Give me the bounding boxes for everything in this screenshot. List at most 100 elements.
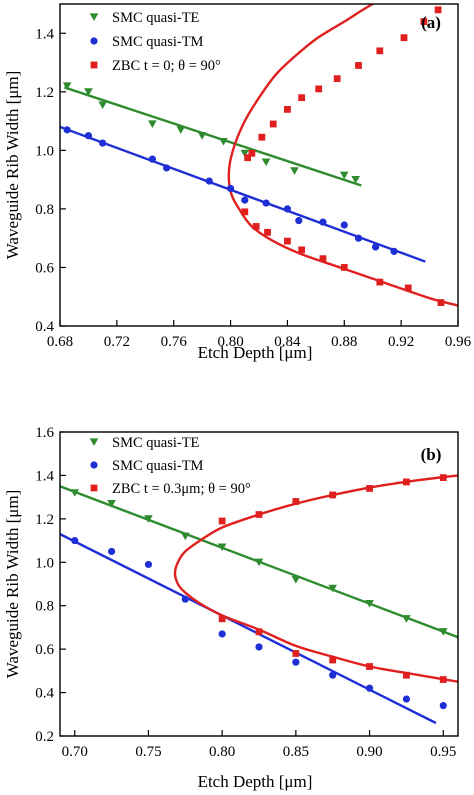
- legend-marker-circle: [90, 37, 98, 45]
- plot-frame: [59, 3, 459, 327]
- data-point-circle: [63, 126, 71, 134]
- x-tick-label: 0.76: [161, 334, 188, 350]
- y-tick-label: 0.6: [35, 642, 54, 658]
- data-point-circle: [218, 630, 226, 638]
- legend-marker-square: [90, 484, 98, 492]
- fit-line-circle: [60, 125, 426, 263]
- data-point-triangle-down: [98, 101, 107, 109]
- y-tick-label: 0.4: [35, 319, 54, 335]
- data-point-square: [366, 663, 373, 670]
- data-point-triangle-down: [84, 88, 93, 96]
- y-tick-label: 1.6: [35, 425, 54, 441]
- data-point-triangle-down: [339, 171, 349, 180]
- plot-area: [60, 4, 458, 307]
- data-point-square: [269, 120, 277, 128]
- data-point-circle: [262, 199, 270, 207]
- data-point-circle: [181, 595, 189, 603]
- data-point-square: [400, 34, 408, 42]
- data-point-triangle-down: [328, 584, 338, 593]
- legend: SMC quasi-TE SMC quasi-TM ZBC t = 0; θ = 9…: [89, 10, 221, 74]
- data-point-triangle-down: [107, 500, 116, 508]
- data-point-square: [366, 485, 373, 492]
- legend-label: SMC quasi-TM: [112, 34, 204, 50]
- data-point-square: [329, 491, 337, 499]
- legend-label: SMC quasi-TE: [112, 10, 200, 26]
- y-axis-title: Waveguide Rib Width [μm]: [3, 490, 22, 679]
- fit-line-square: [173, 474, 458, 683]
- data-point-triangle-down: [291, 576, 301, 584]
- y-tick-label: 0.6: [35, 260, 54, 276]
- data-point-circle: [148, 155, 156, 163]
- legend-marker-square: [90, 61, 98, 69]
- data-point-square: [292, 498, 300, 505]
- data-point-triangle-down: [62, 82, 72, 90]
- data-point-square: [284, 105, 291, 113]
- data-point-circle: [163, 164, 171, 172]
- data-point-triangle-down: [70, 489, 80, 497]
- x-axis-title: Etch Depth [μm]: [198, 343, 313, 362]
- panel-label: (a): [421, 13, 441, 32]
- data-point-square: [439, 676, 447, 683]
- y-tick-label: 1.4: [35, 26, 54, 42]
- data-point-square: [403, 478, 410, 486]
- data-point-square: [218, 517, 226, 525]
- data-point-circle: [365, 684, 374, 692]
- data-point-circle: [226, 184, 235, 193]
- data-point-square: [319, 255, 327, 263]
- data-point-circle: [402, 695, 411, 703]
- data-point-triangle-down: [240, 149, 250, 158]
- legend-label: SMC quasi-TE: [112, 435, 200, 451]
- data-point-square: [434, 6, 442, 14]
- y-tick-label: 1.0: [35, 555, 54, 571]
- data-point-square: [376, 278, 384, 286]
- data-point-circle: [390, 247, 398, 255]
- data-point-circle: [439, 702, 447, 710]
- x-tick-label: 0.95: [430, 744, 456, 760]
- data-point-triangle-down: [217, 543, 227, 552]
- data-point-circle: [71, 536, 79, 545]
- x-tick-label: 0.90: [356, 744, 382, 760]
- x-tick-label: 0.85: [283, 744, 309, 760]
- data-point-square: [355, 62, 362, 69]
- data-point-triangle-down: [144, 515, 153, 523]
- fit-line-square: [227, 4, 458, 307]
- data-point-circle: [283, 205, 292, 213]
- x-tick-label: 0.80: [217, 334, 243, 350]
- data-point-square: [218, 615, 226, 623]
- fit-line-circle: [60, 533, 437, 725]
- data-point-square: [255, 511, 263, 518]
- data-point-circle: [340, 221, 348, 229]
- data-point-square: [284, 237, 291, 245]
- chart-panel-a: 0.68 0.72 0.76 0.80 0.84 0.88 0.92 0.96 0.4 0.6 0.…: [3, 3, 472, 362]
- data-point-circle: [295, 217, 303, 225]
- legend-marker-triangle-down: [89, 438, 99, 446]
- data-point-circle: [292, 658, 300, 666]
- data-point-square: [439, 474, 447, 481]
- data-point-triangle-down: [438, 628, 448, 636]
- y-tick-label: 0.8: [35, 599, 54, 615]
- panel-label: (b): [421, 445, 442, 464]
- legend-label: ZBC t = 0; θ = 90°: [112, 58, 221, 74]
- data-point-circle: [107, 547, 116, 556]
- y-tick-label: 0.2: [35, 729, 54, 745]
- chart-panel-b: 0.70 0.75 0.80 0.85 0.90 0.95 0.2 0.4 0.6 0.8 1.0 1…: [3, 425, 459, 791]
- data-point-triangle-down: [197, 132, 207, 140]
- data-point-triangle-down: [254, 558, 264, 567]
- data-point-square: [376, 47, 384, 55]
- data-point-circle: [99, 139, 107, 147]
- x-tick-label: 0.96: [445, 334, 472, 350]
- data-point-circle: [241, 196, 249, 204]
- y-axis-title: Waveguide Rib Width [μm]: [3, 71, 22, 260]
- data-point-triangle-down: [351, 176, 360, 184]
- data-point-triangle-down: [219, 137, 228, 146]
- data-point-square: [437, 299, 445, 306]
- data-point-square: [340, 264, 348, 271]
- legend-label: SMC quasi-TM: [112, 458, 204, 474]
- y-tick-label: 0.8: [35, 202, 54, 218]
- data-point-circle: [354, 234, 363, 242]
- x-tick-label: 0.68: [47, 334, 73, 350]
- plot-frame: [59, 431, 459, 737]
- x-tick-label: 0.84: [274, 334, 301, 350]
- y-tick-label: 1.4: [35, 468, 54, 484]
- data-point-triangle-down: [148, 120, 157, 129]
